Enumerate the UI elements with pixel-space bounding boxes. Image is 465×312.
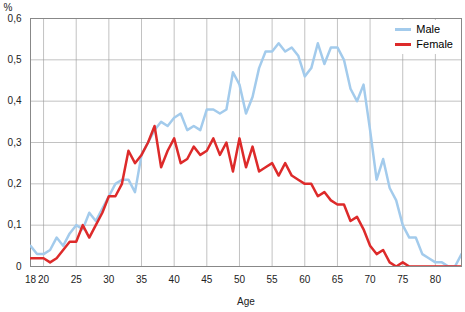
svg-text:18: 18 [25, 274, 37, 285]
svg-text:0: 0 [16, 261, 22, 272]
svg-text:0,1: 0,1 [8, 219, 22, 230]
svg-text:45: 45 [201, 274, 213, 285]
svg-text:20: 20 [38, 274, 50, 285]
svg-text:65: 65 [332, 274, 344, 285]
svg-text:Age: Age [237, 296, 255, 307]
svg-text:55: 55 [267, 274, 279, 285]
svg-text:30: 30 [103, 274, 115, 285]
svg-text:70: 70 [365, 274, 377, 285]
svg-text:0,6: 0,6 [8, 13, 22, 24]
svg-text:75: 75 [397, 274, 409, 285]
svg-text:0,2: 0,2 [8, 178, 22, 189]
svg-text:50: 50 [234, 274, 246, 285]
html-text:Male: Male [416, 23, 441, 35]
svg-text:40: 40 [169, 274, 181, 285]
html-text:Female: Female [416, 38, 453, 50]
svg-text:80: 80 [430, 274, 442, 285]
svg-text:60: 60 [299, 274, 311, 285]
svg-text:0,4: 0,4 [8, 95, 22, 106]
svg-text:0,5: 0,5 [8, 54, 22, 65]
svg-text:0,3: 0,3 [8, 137, 22, 148]
svg-text:25: 25 [71, 274, 83, 285]
svg-text:35: 35 [136, 274, 148, 285]
svg-text:%: % [4, 2, 13, 13]
